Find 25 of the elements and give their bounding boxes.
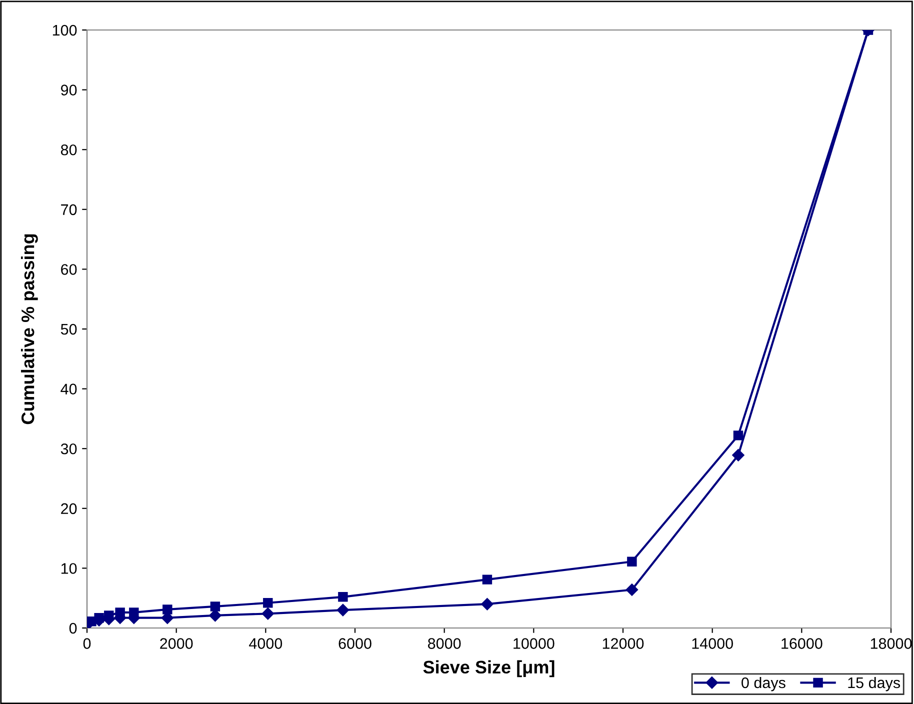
y-tick-label: 20 xyxy=(61,503,77,514)
y-tick-label: 60 xyxy=(61,264,77,275)
y-tick-label: 80 xyxy=(60,144,77,156)
y-tick-label: 10 xyxy=(61,563,77,574)
x-tick-label: 2000 xyxy=(160,638,193,649)
x-tick-label: 8000 xyxy=(428,638,461,649)
x-tick-label: 6000 xyxy=(338,638,372,649)
y-tick-label: 50 xyxy=(60,324,77,335)
y-axis-title: Cumulative % passing xyxy=(20,234,38,424)
y-tick-label: 100 xyxy=(52,24,77,36)
x-tick-label: 10000 xyxy=(514,638,554,649)
y-tick-label: 90 xyxy=(61,84,77,96)
x-axis-title: Sieve Size [μm] xyxy=(423,660,554,678)
y-tick-label: 70 xyxy=(61,204,77,216)
x-tick-label: 4000 xyxy=(249,638,282,649)
y-tick-label: 30 xyxy=(60,443,77,454)
x-tick-label: 18000 xyxy=(870,638,912,649)
x-tick-label: 0 xyxy=(83,638,91,649)
x-tick-label: 14000 xyxy=(692,638,733,649)
y-tick-label: 40 xyxy=(60,384,77,394)
legend-label: 0 days xyxy=(742,676,786,692)
legend-label: 15 days xyxy=(848,676,900,692)
x-tick-label: 16000 xyxy=(782,638,822,649)
x-tick-label: 12000 xyxy=(602,638,644,649)
y-tick-label: 0 xyxy=(69,622,77,634)
